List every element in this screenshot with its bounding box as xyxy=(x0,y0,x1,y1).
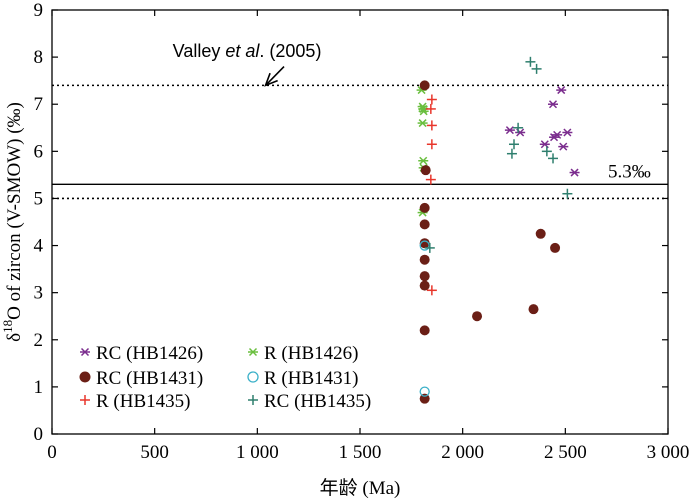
data-point xyxy=(535,228,546,239)
legend-label: RC (HB1426) xyxy=(96,343,203,364)
data-point xyxy=(418,156,429,165)
data-point xyxy=(541,146,552,157)
data-point xyxy=(419,271,430,282)
legend-marker xyxy=(80,347,90,357)
x-tick-label: 500 xyxy=(140,442,169,463)
annotation-text-end: . (2005) xyxy=(259,41,321,61)
reference-line-label: 5.3‰ xyxy=(608,161,651,182)
data-point xyxy=(426,285,437,296)
legend: RC (HB1426) R (HB1426)RC (HB1431) R (HB143… xyxy=(79,343,371,412)
data-point xyxy=(419,393,430,404)
y-tick-label: 2 xyxy=(34,330,44,351)
annotation-text-italic: et al xyxy=(225,41,260,61)
x-tick-label: 1 500 xyxy=(339,442,382,463)
data-point xyxy=(525,56,536,67)
legend-label: RC (HB1431) xyxy=(96,368,203,389)
data-points xyxy=(416,56,580,404)
y-tick-label: 5 xyxy=(34,188,44,209)
data-point xyxy=(528,304,539,315)
y-axis-title-prefix: δ xyxy=(4,333,25,342)
data-point xyxy=(562,128,573,137)
annotation-text-plain: Valley xyxy=(173,41,226,61)
data-point xyxy=(419,238,430,249)
data-point xyxy=(552,130,563,139)
data-point xyxy=(419,80,430,91)
data-point xyxy=(548,100,559,109)
legend-label: R (HB1435) xyxy=(96,391,190,412)
y-axis-title-superscript: 18 xyxy=(0,320,15,333)
data-point xyxy=(548,153,559,164)
data-point xyxy=(417,119,428,128)
data-point xyxy=(550,242,561,253)
data-point xyxy=(420,165,431,176)
data-point xyxy=(504,126,515,135)
data-point xyxy=(426,139,437,150)
legend-marker xyxy=(247,371,259,383)
annotation-arrowhead xyxy=(264,72,278,87)
data-point xyxy=(569,168,580,177)
data-point xyxy=(509,139,519,150)
x-tick-label: 3 000 xyxy=(647,442,690,463)
y-tick-label: 0 xyxy=(34,424,44,445)
y-tick-label: 4 xyxy=(34,236,44,257)
data-point xyxy=(515,128,526,137)
y-axis-title-rest: O of zircon (V-SMOW) (‰) xyxy=(4,102,25,320)
y-axis: 0 1 2 3 4 5 6 7 8 9 xyxy=(34,0,668,445)
data-point xyxy=(426,94,437,105)
legend-marker xyxy=(80,395,90,405)
x-tick-label: 2 500 xyxy=(544,442,587,463)
reference-lines xyxy=(52,84,668,200)
y-tick-label: 9 xyxy=(34,0,44,21)
data-point xyxy=(419,202,430,213)
data-point xyxy=(425,103,436,114)
data-point xyxy=(419,386,430,397)
x-tick-label: 0 xyxy=(47,442,57,463)
legend-label: RC (HB1435) xyxy=(264,391,371,412)
y-axis-title: δ18O of zircon (V-SMOW) (‰) xyxy=(0,102,25,342)
legend-marker xyxy=(248,395,258,405)
y-tick-label: 3 xyxy=(34,283,44,304)
annotation-arrow xyxy=(264,65,285,86)
legend-marker xyxy=(248,347,258,357)
legend-label: R (HB1431) xyxy=(264,368,358,389)
valley-annotation: Valley et al. (2005) xyxy=(173,41,322,87)
x-tick-label: 1 000 xyxy=(236,442,279,463)
legend-label: R (HB1426) xyxy=(264,343,358,364)
data-point xyxy=(419,219,430,230)
data-point xyxy=(506,148,517,159)
data-point xyxy=(426,120,437,131)
data-point xyxy=(419,280,430,291)
data-point xyxy=(556,86,567,95)
x-axis-title: 年龄 (Ma) xyxy=(320,477,401,499)
data-point xyxy=(419,254,430,265)
data-point xyxy=(562,188,573,199)
valley-annotation-text: Valley et al. (2005) xyxy=(173,41,322,61)
data-point xyxy=(424,242,435,253)
data-point xyxy=(472,311,483,322)
x-axis: 0 500 1 000 1 500 2 000 2 500 3 000 xyxy=(47,10,689,463)
y-tick-label: 6 xyxy=(34,141,44,162)
y-tick-label: 7 xyxy=(34,94,44,115)
legend-marker xyxy=(79,371,91,383)
data-point xyxy=(531,63,542,74)
data-point xyxy=(539,140,550,149)
y-tick-label: 8 xyxy=(34,47,44,68)
data-point xyxy=(558,142,569,151)
data-point xyxy=(419,325,430,336)
y-tick-label: 1 xyxy=(34,377,44,398)
x-tick-label: 2 000 xyxy=(441,442,484,463)
data-point xyxy=(513,122,524,133)
data-point xyxy=(425,174,436,185)
